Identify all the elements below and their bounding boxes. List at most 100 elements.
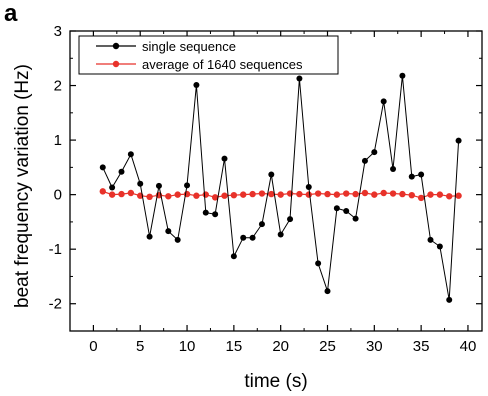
data-point	[184, 182, 191, 189]
data-point	[427, 191, 434, 198]
data-point	[268, 190, 275, 198]
data-point	[296, 190, 303, 198]
legend-marker	[112, 60, 120, 68]
data-point	[352, 215, 359, 222]
data-point	[99, 188, 106, 195]
panel-label: a	[4, 0, 18, 27]
x-axis-label: time (s)	[244, 371, 307, 392]
data-point	[118, 190, 125, 198]
data-point	[240, 234, 247, 241]
x-tick-label: 30	[366, 338, 383, 355]
data-point	[202, 209, 209, 216]
data-point	[389, 190, 397, 197]
data-point	[333, 205, 340, 212]
data-point	[399, 72, 406, 79]
data-point	[380, 189, 387, 197]
data-point	[343, 190, 350, 197]
y-tick-label: 1	[54, 132, 62, 149]
plot-border	[69, 30, 483, 332]
series-line	[102, 75, 460, 300]
data-point	[390, 166, 397, 172]
data-point	[108, 191, 116, 198]
data-point	[211, 194, 219, 201]
data-point	[221, 192, 228, 199]
data-point	[127, 189, 135, 197]
data-point	[324, 190, 331, 198]
data-point	[277, 231, 284, 238]
plot-frame	[69, 30, 483, 332]
data-point	[446, 193, 453, 200]
data-point	[305, 191, 312, 198]
data-point	[455, 192, 462, 199]
x-tick-label: 40	[460, 338, 477, 355]
data-point	[399, 190, 406, 198]
data-point	[408, 173, 415, 180]
data-point	[202, 191, 209, 198]
data-point	[277, 191, 284, 198]
data-point	[109, 184, 116, 191]
data-point	[436, 243, 443, 250]
data-point	[446, 296, 453, 303]
data-point	[371, 191, 378, 198]
data-point	[174, 236, 181, 243]
data-point	[193, 82, 200, 88]
x-tick-label: 5	[136, 338, 144, 355]
data-point	[455, 137, 462, 144]
data-point	[230, 191, 238, 199]
legend-label: average of 1640 sequences	[142, 57, 303, 72]
data-point	[165, 228, 172, 235]
y-tick-label: -2	[49, 296, 62, 313]
x-tick-label: 25	[319, 338, 336, 355]
data-point	[361, 189, 369, 197]
x-axis-ticks: 0 5 10 15 20 25 30 35 40	[69, 31, 477, 355]
data-point	[314, 190, 322, 197]
legend-entry: single sequence	[96, 39, 236, 54]
series-average	[99, 188, 462, 202]
data-point	[174, 191, 181, 198]
data-point	[324, 288, 331, 295]
data-point	[418, 171, 425, 178]
data-point	[258, 221, 265, 228]
data-point	[361, 157, 368, 164]
legend-marker	[112, 42, 120, 50]
data-point	[230, 253, 237, 260]
x-tick-label: 20	[272, 338, 289, 355]
data-point	[249, 190, 256, 198]
data-point	[427, 236, 434, 243]
data-point	[155, 182, 162, 189]
y-axis-ticks: -2 -1 0 1 2 3	[49, 23, 482, 332]
data-point	[352, 190, 359, 198]
series-single-sequence	[99, 72, 462, 303]
x-tick-label: 0	[89, 338, 97, 355]
data-point	[380, 98, 387, 105]
y-axis-label: beat frequency variation (Hz)	[12, 64, 33, 308]
legend-label: single sequence	[142, 39, 236, 54]
data-point	[127, 151, 134, 158]
data-point	[343, 208, 350, 214]
data-point	[436, 191, 444, 198]
data-point	[221, 155, 228, 162]
data-point	[137, 180, 144, 187]
data-point	[146, 233, 153, 240]
legend: single sequence average of 1640 sequences	[78, 35, 339, 75]
legend-box	[78, 35, 339, 75]
data-point	[146, 193, 153, 201]
data-point	[268, 171, 275, 178]
y-tick-label: 0	[54, 187, 62, 204]
x-tick-label: 10	[179, 338, 196, 355]
series-layer	[99, 72, 462, 303]
data-point	[305, 184, 312, 190]
data-point	[99, 164, 106, 171]
data-point	[408, 191, 415, 199]
data-point	[287, 216, 294, 223]
legend-entry: average of 1640 sequences	[96, 57, 303, 72]
data-point	[165, 193, 172, 200]
data-point	[417, 194, 425, 202]
data-point	[212, 211, 219, 218]
data-point	[315, 260, 322, 267]
y-tick-label: 2	[54, 78, 62, 95]
y-tick-label: 3	[54, 23, 62, 40]
data-point	[249, 234, 256, 241]
data-point	[333, 191, 341, 198]
